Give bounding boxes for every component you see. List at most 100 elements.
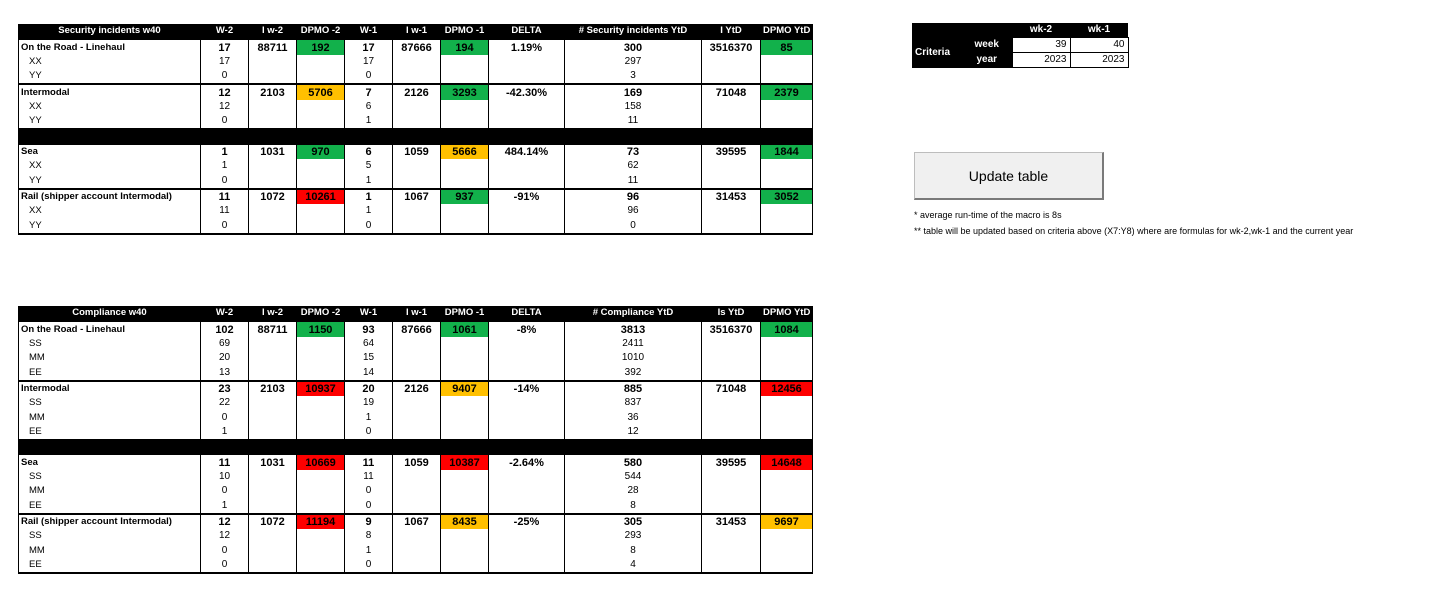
- table-cell[interactable]: [440, 218, 489, 235]
- table-cell[interactable]: [296, 484, 345, 499]
- table-cell[interactable]: [440, 396, 489, 411]
- table-cell[interactable]: 11: [200, 204, 249, 219]
- table-cell[interactable]: [248, 410, 297, 425]
- table-cell[interactable]: [440, 336, 489, 352]
- table-cell[interactable]: 0: [344, 424, 393, 440]
- table-cell[interactable]: [488, 439, 565, 455]
- table-cell[interactable]: 0: [344, 218, 393, 235]
- table-cell[interactable]: [440, 114, 489, 129]
- table-cell[interactable]: 1: [200, 142, 249, 160]
- table-cell[interactable]: [248, 557, 297, 575]
- table-cell[interactable]: [488, 114, 565, 129]
- table-cell[interactable]: 0: [344, 484, 393, 499]
- table-cell[interactable]: [392, 365, 441, 381]
- table-cell[interactable]: [296, 128, 345, 144]
- table-cell[interactable]: [701, 114, 761, 129]
- table-cell[interactable]: MM: [18, 351, 201, 366]
- table-cell[interactable]: [488, 410, 565, 425]
- table-cell[interactable]: 10: [200, 469, 249, 485]
- table-cell[interactable]: -2.64%: [488, 453, 565, 470]
- table-cell[interactable]: 9: [344, 512, 393, 530]
- table-cell[interactable]: EE: [18, 424, 201, 440]
- table-cell[interactable]: 158: [564, 99, 702, 115]
- table-cell[interactable]: 1.19%: [488, 38, 565, 55]
- table-cell[interactable]: [344, 439, 393, 455]
- table-cell[interactable]: [701, 99, 761, 115]
- table-cell[interactable]: [392, 529, 441, 544]
- table-cell[interactable]: [564, 128, 702, 144]
- table-cell[interactable]: 11: [564, 173, 702, 189]
- table-cell[interactable]: 71048: [701, 379, 761, 397]
- table-cell[interactable]: [248, 543, 297, 558]
- table-cell[interactable]: [488, 351, 565, 366]
- table-cell[interactable]: [440, 498, 489, 514]
- table-cell[interactable]: [392, 114, 441, 129]
- table-cell[interactable]: Intermodal: [18, 379, 201, 397]
- table-cell[interactable]: Rail (shipper account Intermodal): [18, 512, 201, 530]
- table-cell[interactable]: [760, 69, 813, 85]
- table-cell[interactable]: [296, 336, 345, 352]
- table-cell[interactable]: YY: [18, 69, 201, 85]
- table-cell[interactable]: 12: [200, 99, 249, 115]
- table-cell[interactable]: [760, 557, 813, 575]
- table-cell[interactable]: 1010: [564, 351, 702, 366]
- table-cell[interactable]: [440, 469, 489, 485]
- table-cell[interactable]: 31453: [701, 187, 761, 205]
- table-cell[interactable]: [296, 54, 345, 70]
- table-cell[interactable]: 1059: [392, 142, 441, 160]
- table-cell[interactable]: [701, 365, 761, 381]
- table-cell[interactable]: 88711: [248, 320, 297, 337]
- table-cell[interactable]: [296, 424, 345, 440]
- table-cell[interactable]: 8: [564, 543, 702, 558]
- table-cell[interactable]: [392, 99, 441, 115]
- table-cell[interactable]: [488, 469, 565, 485]
- table-cell[interactable]: [440, 424, 489, 440]
- table-cell[interactable]: [200, 128, 249, 144]
- table-cell[interactable]: [296, 410, 345, 425]
- table-cell[interactable]: [440, 529, 489, 544]
- table-cell[interactable]: 87666: [392, 320, 441, 337]
- table-cell[interactable]: [440, 128, 489, 144]
- table-cell[interactable]: 1: [344, 543, 393, 558]
- table-cell[interactable]: [701, 396, 761, 411]
- table-cell[interactable]: [296, 396, 345, 411]
- criteria-year-wk2[interactable]: 2023: [1011, 52, 1071, 68]
- table-cell[interactable]: [488, 424, 565, 440]
- table-cell[interactable]: 1061: [440, 320, 489, 337]
- table-cell[interactable]: [296, 469, 345, 485]
- table-cell[interactable]: EE: [18, 365, 201, 381]
- table-cell[interactable]: SS: [18, 336, 201, 352]
- table-cell[interactable]: 102: [200, 320, 249, 337]
- table-cell[interactable]: [392, 469, 441, 485]
- table-cell[interactable]: 73: [564, 142, 702, 160]
- table-cell[interactable]: 1067: [392, 187, 441, 205]
- table-cell[interactable]: [760, 529, 813, 544]
- table-cell[interactable]: On the Road - Linehaul: [18, 320, 201, 337]
- table-cell[interactable]: SS: [18, 529, 201, 544]
- criteria-year-wk1[interactable]: 2023: [1069, 52, 1129, 68]
- table-cell[interactable]: 93: [344, 320, 393, 337]
- table-cell[interactable]: [488, 484, 565, 499]
- table-cell[interactable]: MM: [18, 484, 201, 499]
- table-cell[interactable]: [760, 498, 813, 514]
- table-cell[interactable]: 837: [564, 396, 702, 411]
- table-cell[interactable]: [701, 469, 761, 485]
- table-cell[interactable]: 297: [564, 54, 702, 70]
- table-cell[interactable]: [760, 204, 813, 219]
- table-cell[interactable]: 1072: [248, 512, 297, 530]
- table-cell[interactable]: [248, 396, 297, 411]
- table-cell[interactable]: Intermodal: [18, 83, 201, 100]
- table-cell[interactable]: [760, 439, 813, 455]
- table-cell[interactable]: 9407: [440, 379, 489, 397]
- table-cell[interactable]: 1: [344, 187, 393, 205]
- table-cell[interactable]: [701, 498, 761, 514]
- table-cell[interactable]: 7: [344, 83, 393, 100]
- table-cell[interactable]: 17: [200, 54, 249, 70]
- table-cell[interactable]: [248, 498, 297, 514]
- table-cell[interactable]: [248, 439, 297, 455]
- table-cell[interactable]: 1: [344, 173, 393, 189]
- table-cell[interactable]: [440, 365, 489, 381]
- table-cell[interactable]: [488, 557, 565, 575]
- table-cell[interactable]: 1150: [296, 320, 345, 337]
- table-cell[interactable]: -14%: [488, 379, 565, 397]
